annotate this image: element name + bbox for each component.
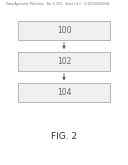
Bar <box>18 83 110 102</box>
Bar <box>18 21 110 40</box>
Bar <box>18 52 110 71</box>
Text: 104: 104 <box>57 88 71 97</box>
Text: Patent Application Publication    Nov. 8, 2011    Sheet 2 of 3    US 2011/000000: Patent Application Publication Nov. 8, 2… <box>6 2 110 6</box>
Text: 100: 100 <box>57 26 71 35</box>
Text: 102: 102 <box>57 57 71 66</box>
Text: FIG. 2: FIG. 2 <box>51 132 77 141</box>
